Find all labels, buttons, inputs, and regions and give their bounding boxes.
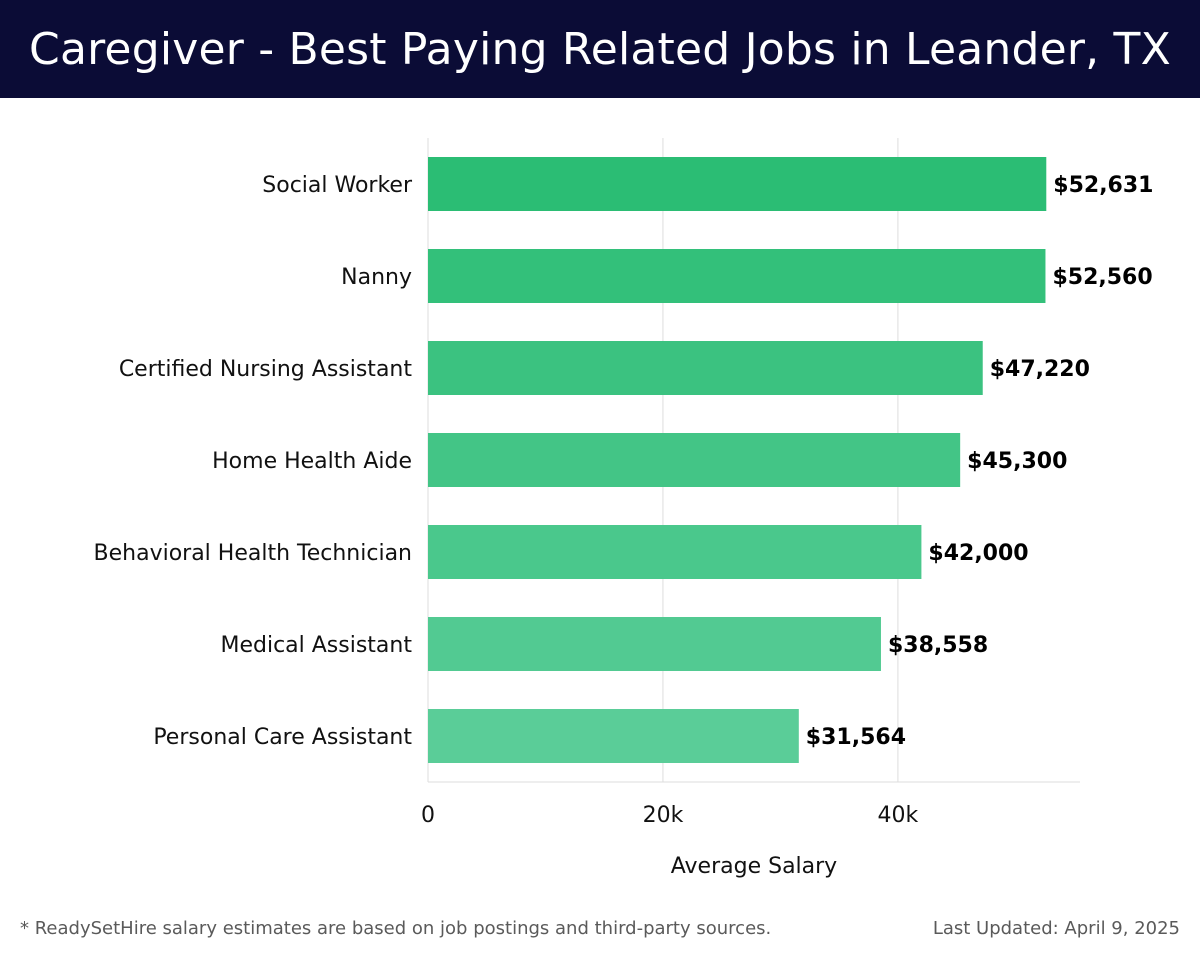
bar-personal-care-assistant[interactable]: [428, 709, 799, 763]
category-label: Nanny: [341, 265, 412, 290]
value-label: $42,000: [928, 541, 1028, 566]
bar-behavioral-health-technician[interactable]: [428, 525, 922, 579]
x-tick-label: 20k: [643, 803, 684, 828]
bar-medical-assistant[interactable]: [428, 617, 881, 671]
category-label: Personal Care Assistant: [153, 725, 412, 750]
x-tick-label: 0: [421, 803, 435, 828]
category-label: Social Worker: [262, 173, 413, 198]
bar-home-health-aide[interactable]: [428, 433, 961, 487]
value-labels: $52,631 $52,560 $47,220 $45,300 $42,000 $38,5…: [806, 173, 1154, 750]
value-label: $31,564: [806, 725, 906, 750]
footer-source-note: * ReadySetHire salary estimates are base…: [20, 918, 772, 939]
category-labels: Social Worker Nanny Certified Nursing Assi…: [94, 173, 413, 750]
x-axis-label: Average Salary: [671, 854, 837, 879]
category-label: Medical Assistant: [220, 633, 412, 658]
value-label: $47,220: [990, 357, 1090, 382]
bar-social-worker[interactable]: [428, 157, 1047, 211]
value-label: $52,631: [1053, 173, 1153, 198]
value-label: $38,558: [888, 633, 988, 658]
value-label: $52,560: [1052, 265, 1152, 290]
salary-bar-chart: Social Worker Nanny Certified Nursing Assi…: [94, 138, 1154, 879]
chart-header: Caregiver - Best Paying Related Jobs in …: [0, 0, 1200, 98]
value-label: $45,300: [967, 449, 1067, 474]
bar-nanny[interactable]: [428, 249, 1046, 303]
footer-last-updated: Last Updated: April 9, 2025: [932, 918, 1180, 939]
chart-title: Caregiver - Best Paying Related Jobs in …: [29, 23, 1171, 75]
bar-certified-nursing-assistant[interactable]: [428, 341, 983, 395]
bars: [428, 157, 1047, 763]
x-axis: 0 20k 40k Average Salary: [421, 781, 1080, 879]
category-label: Behavioral Health Technician: [94, 541, 412, 566]
category-label: Certified Nursing Assistant: [119, 357, 413, 382]
x-tick-label: 40k: [878, 803, 919, 828]
category-label: Home Health Aide: [212, 449, 412, 474]
